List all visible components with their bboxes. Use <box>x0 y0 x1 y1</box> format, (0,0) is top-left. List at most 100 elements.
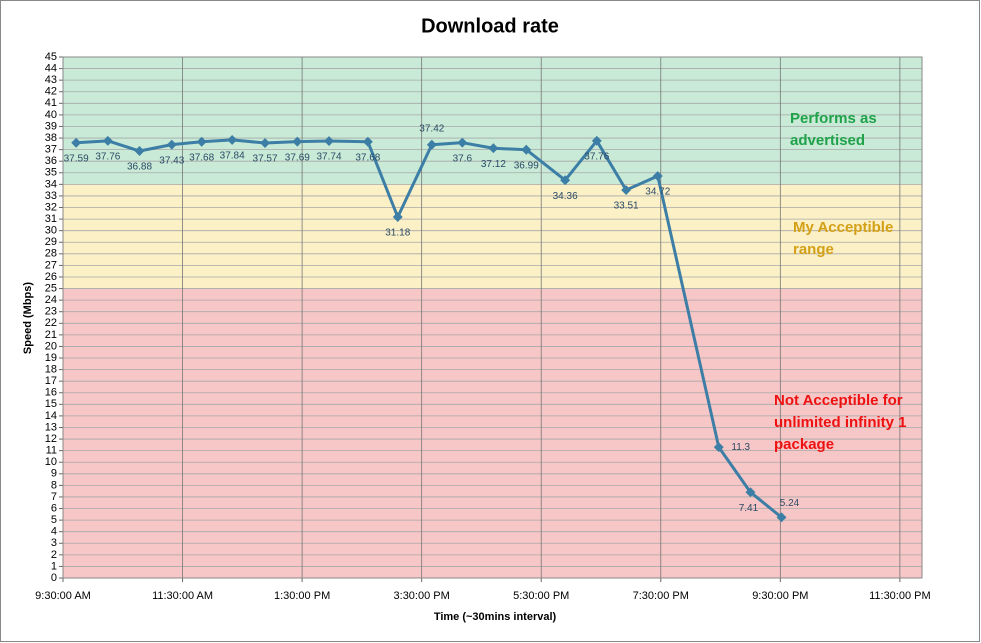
data-label: 37.74 <box>316 152 341 163</box>
y-tick-label: 22 <box>45 317 57 329</box>
y-tick-label: 28 <box>45 248 57 260</box>
y-tick-label: 9 <box>51 468 57 480</box>
y-tick-label: 8 <box>51 479 57 491</box>
data-label: 36.88 <box>127 162 152 173</box>
band <box>63 57 922 185</box>
y-tick-label: 27 <box>45 259 57 271</box>
data-label: 37.6 <box>453 153 473 164</box>
y-tick-label: 21 <box>45 329 57 341</box>
x-tick-label: 5:30:00 PM <box>513 590 569 602</box>
y-tick-label: 37 <box>45 144 57 156</box>
y-tick-label: 6 <box>51 502 57 514</box>
band-label: Not Acceptible for unlimited infinity 1 … <box>774 392 907 453</box>
y-tick-label: 34 <box>45 178 57 190</box>
y-tick-label: 16 <box>45 387 57 399</box>
y-tick-label: 17 <box>45 375 57 387</box>
y-tick-label: 24 <box>45 294 57 306</box>
marker <box>227 134 238 145</box>
marker <box>362 136 373 147</box>
y-tick-label: 39 <box>45 120 57 132</box>
marker <box>560 175 571 186</box>
data-label: 37.69 <box>285 152 310 163</box>
y-tick-label: 33 <box>45 190 57 202</box>
data-label: 37.76 <box>584 151 609 162</box>
y-tick-label: 11 <box>46 445 57 457</box>
y-tick-label: 10 <box>45 456 57 468</box>
x-tick-label: 11:30:00 AM <box>152 590 213 602</box>
data-label: 37.68 <box>189 152 214 163</box>
data-label: 5.24 <box>780 498 800 509</box>
x-tick-label: 9:30:00 AM <box>35 590 91 602</box>
data-label: 34.72 <box>645 187 670 198</box>
y-tick-label: 42 <box>45 86 57 98</box>
band-label: My Acceptible range <box>793 219 894 258</box>
marker <box>196 136 207 147</box>
marker <box>292 136 303 147</box>
y-tick-label: 41 <box>45 97 57 109</box>
y-tick-label: 20 <box>45 340 57 352</box>
chart-title: Download rate <box>421 15 559 37</box>
y-axis-title: Speed (Mbps) <box>22 282 34 354</box>
marker <box>457 137 468 148</box>
y-tick-label: 3 <box>51 537 57 549</box>
y-tick-label: 40 <box>45 109 57 121</box>
y-tick-label: 5 <box>51 514 57 526</box>
marker <box>324 136 334 147</box>
data-label: 31.18 <box>385 228 410 239</box>
data-label: 37.84 <box>220 151 245 162</box>
y-tick-label: 18 <box>45 364 57 376</box>
data-label: 37.12 <box>481 159 506 170</box>
data-label: 37.68 <box>355 152 380 163</box>
y-tick-label: 44 <box>45 62 57 74</box>
band-label: Performs as advertised <box>790 110 877 149</box>
y-tick-label: 36 <box>45 155 57 167</box>
x-tick-label: 11:30:00 PM <box>869 590 931 602</box>
marker <box>621 185 632 195</box>
marker <box>392 212 403 222</box>
marker <box>652 171 663 181</box>
marker <box>591 135 602 146</box>
marker <box>71 137 82 148</box>
marker <box>260 138 270 148</box>
data-label: 33.51 <box>614 201 639 212</box>
y-tick-label: 43 <box>45 74 57 86</box>
data-label: 34.36 <box>553 191 578 202</box>
data-label: 37.57 <box>253 154 278 165</box>
marker <box>102 135 113 146</box>
data-label: 37.42 <box>419 123 444 134</box>
y-tick-label: 23 <box>45 306 57 318</box>
data-label: 37.59 <box>64 153 89 164</box>
y-tick-label: 7 <box>51 491 57 503</box>
x-tick-label: 7:30:00 PM <box>633 590 689 602</box>
y-tick-label: 12 <box>45 433 57 445</box>
plot-border <box>62 56 923 579</box>
y-tick-label: 4 <box>51 526 57 538</box>
marker <box>166 139 177 150</box>
y-tick-label: 29 <box>45 236 57 248</box>
y-tick-label: 14 <box>45 410 57 422</box>
y-tick-label: 32 <box>45 201 57 213</box>
x-tick-label: 1:30:00 PM <box>274 590 330 602</box>
marker <box>488 143 499 154</box>
x-tick-label: 9:30:00 PM <box>752 590 808 602</box>
y-tick-label: 45 <box>45 51 57 63</box>
y-tick-label: 35 <box>45 167 57 179</box>
data-label: 7.41 <box>739 503 759 514</box>
marker <box>521 144 532 155</box>
y-tick-label: 31 <box>45 213 57 225</box>
marker <box>776 512 787 523</box>
x-tick-label: 3:30:00 PM <box>394 590 450 602</box>
marker <box>745 487 756 498</box>
y-tick-label: 0 <box>51 572 57 584</box>
y-tick-label: 1 <box>51 560 57 572</box>
data-label: 36.99 <box>514 160 539 171</box>
y-tick-label: 25 <box>45 282 57 294</box>
marker <box>426 139 437 150</box>
marker <box>134 146 145 156</box>
line <box>76 138 783 519</box>
band <box>63 288 922 578</box>
y-tick-label: 13 <box>45 421 57 433</box>
band <box>63 184 922 289</box>
